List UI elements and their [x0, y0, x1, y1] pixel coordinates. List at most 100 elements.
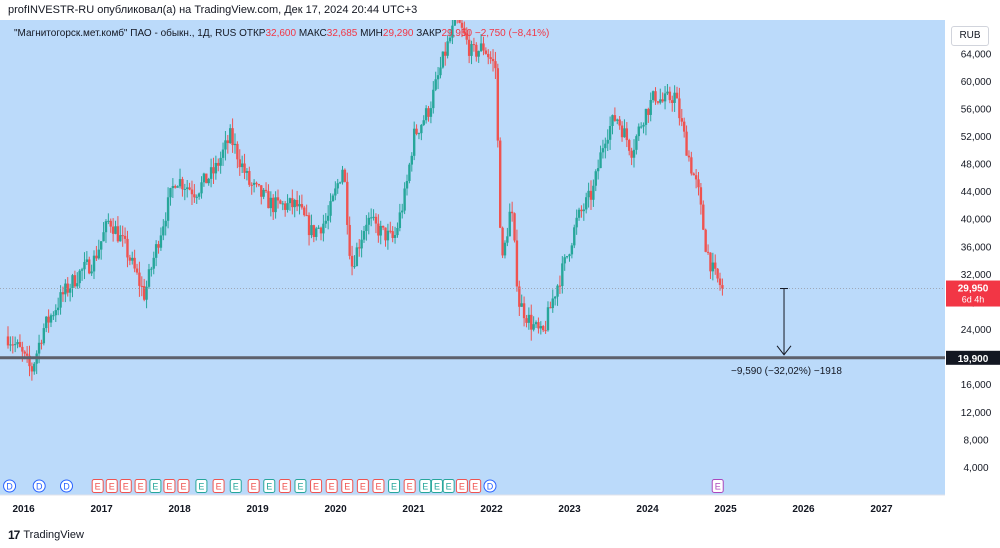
candle-body [219, 157, 222, 166]
candle-body [9, 344, 12, 346]
earnings-marker[interactable]: E [91, 479, 104, 493]
candle-body [283, 203, 287, 210]
price-chart[interactable]: −9,590 (−32,02%) −1918 4,000 8,000 12,000 1… [0, 9, 1000, 520]
time-tick-label: 2026 [792, 504, 815, 515]
candle-body [451, 25, 454, 38]
candle-body [675, 92, 679, 99]
candle-body [212, 167, 215, 174]
dividend-marker[interactable]: D [59, 479, 73, 493]
earnings-marker[interactable]: E [229, 479, 242, 493]
earnings-marker[interactable]: E [469, 479, 482, 493]
candle-body [501, 227, 504, 256]
candle-body [508, 211, 511, 237]
candle-body [403, 188, 406, 211]
earnings-marker-box [294, 479, 307, 493]
candle-body [484, 50, 488, 54]
candle-body [408, 164, 411, 181]
candle-body [553, 296, 557, 299]
earnings-marker-box [341, 479, 354, 493]
candle-body [343, 169, 347, 182]
earnings-marker-box [372, 479, 385, 493]
earnings-marker[interactable]: E [195, 479, 208, 493]
candle-body [582, 209, 586, 212]
currency-button[interactable]: RUB [951, 26, 989, 46]
event-marker-letter: E [95, 482, 101, 492]
candle-body [401, 210, 404, 213]
candle-body [644, 108, 648, 125]
event-marker-letter: E [313, 482, 319, 492]
candle-body [231, 128, 234, 146]
candle-body [329, 201, 332, 216]
earnings-marker[interactable]: E [711, 479, 724, 493]
earnings-marker[interactable]: E [149, 479, 162, 493]
event-marker-letter: E [391, 482, 397, 492]
candle-body [561, 263, 564, 287]
candle-body [389, 230, 392, 232]
earnings-marker[interactable]: E [388, 479, 401, 493]
candle-body [341, 169, 344, 183]
dividend-marker[interactable]: D [32, 479, 46, 493]
time-scale: 2016 2017 2018 2019 2020 2021 2022 2023 2024 2025… [12, 504, 893, 515]
candle-body [131, 257, 134, 261]
earnings-marker[interactable]: E [177, 479, 190, 493]
candle-body [539, 326, 543, 329]
candle-body [522, 303, 526, 319]
dividend-marker[interactable]: D [483, 479, 497, 493]
earnings-marker[interactable]: E [455, 479, 468, 493]
candle-body [114, 226, 117, 234]
candle-body [28, 355, 31, 367]
dividend-marker-circle [32, 479, 46, 493]
event-marker-letter: E [109, 482, 115, 492]
candle-body [358, 247, 361, 249]
candle-body [542, 326, 545, 331]
candle-body [608, 125, 612, 140]
candle-body [398, 212, 402, 228]
tradingview-logo-icon: 17 [8, 528, 20, 542]
earnings-marker[interactable]: E [247, 479, 260, 493]
candle-body [197, 193, 201, 197]
candle-body [439, 67, 442, 76]
earnings-marker[interactable]: E [341, 479, 354, 493]
event-marker-letter: E [251, 482, 257, 492]
price-tick-label: 36,000 [961, 242, 992, 253]
earnings-marker[interactable]: E [212, 479, 225, 493]
event-marker-letter: E [266, 482, 272, 492]
time-tick-label: 2025 [714, 504, 737, 515]
candle-body [379, 225, 382, 236]
earnings-marker[interactable]: E [294, 479, 307, 493]
candle-body [47, 316, 50, 323]
earnings-marker[interactable]: E [278, 479, 291, 493]
candle-body [293, 199, 296, 208]
tradingview-logo[interactable]: 17 TradingView [8, 528, 84, 542]
earnings-marker[interactable]: E [310, 479, 323, 493]
plot-background [0, 20, 945, 495]
dividend-marker[interactable]: D [3, 479, 17, 493]
earnings-marker[interactable]: E [163, 479, 176, 493]
candle-body [188, 187, 191, 190]
candle-body [109, 220, 112, 227]
earnings-marker[interactable]: E [430, 479, 443, 493]
candle-body [85, 259, 89, 262]
price-scale-background[interactable] [945, 20, 1000, 520]
candle-body [135, 268, 139, 273]
price-tick-label: 48,000 [961, 160, 992, 171]
candle-body [393, 235, 397, 238]
earnings-marker[interactable]: E [134, 479, 147, 493]
time-scale-background[interactable] [0, 495, 945, 520]
candle-body [257, 183, 261, 186]
earnings-marker[interactable]: E [419, 479, 432, 493]
countdown-label: 6d 4h [962, 295, 985, 305]
earnings-marker[interactable]: E [372, 479, 385, 493]
earnings-marker[interactable]: E [442, 479, 455, 493]
earnings-marker[interactable]: E [105, 479, 118, 493]
candle-body [169, 188, 172, 198]
chart-area[interactable]: −9,590 (−32,02%) −1918 4,000 8,000 12,000 1… [0, 9, 1000, 520]
earnings-marker[interactable]: E [263, 479, 276, 493]
earnings-marker[interactable]: E [403, 479, 416, 493]
earnings-marker[interactable]: E [119, 479, 132, 493]
earnings-marker[interactable]: E [325, 479, 338, 493]
earnings-marker[interactable]: E [356, 479, 369, 493]
candles [6, 9, 724, 381]
candle-body [374, 216, 378, 224]
